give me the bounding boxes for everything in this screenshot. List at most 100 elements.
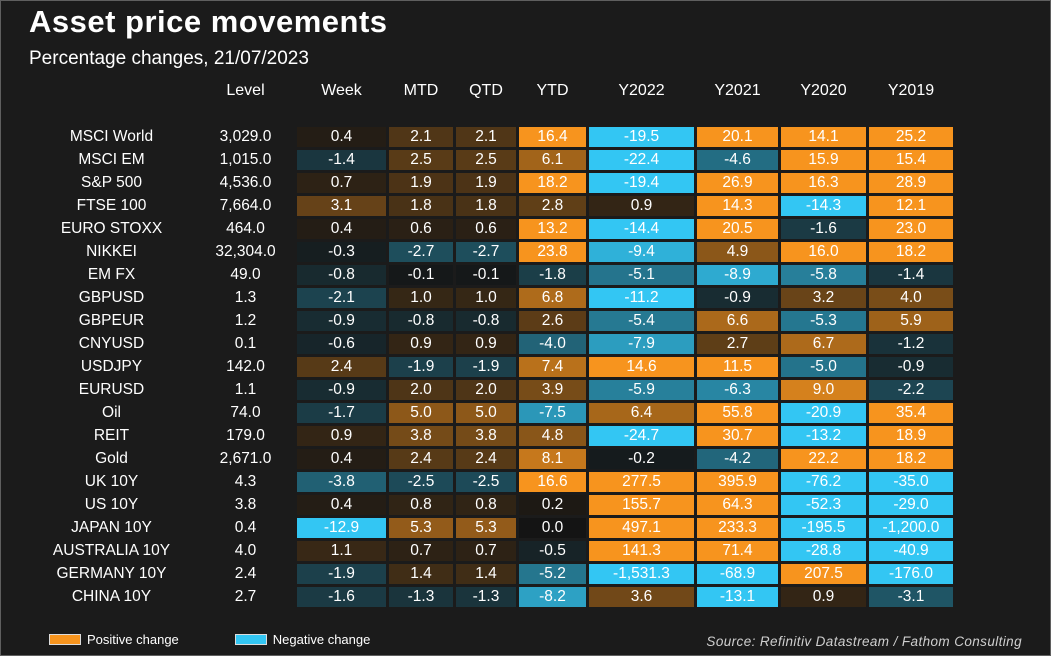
- row-label: CNYUSD: [78, 335, 145, 352]
- value-cell: -19.5: [589, 127, 694, 147]
- value-cell: 9.0: [781, 380, 866, 400]
- row-label: NIKKEI: [86, 243, 137, 260]
- value-cell: 6.6: [697, 311, 778, 331]
- value-cell: 35.4: [869, 403, 953, 423]
- negative-change-swatch: [234, 634, 267, 645]
- column-header-y2022: Y2022: [618, 82, 665, 99]
- value-cell: 4.8: [519, 426, 586, 446]
- level-cell: 1.2: [234, 312, 257, 329]
- value-cell: -6.3: [697, 380, 778, 400]
- value-cell: 3.2: [781, 288, 866, 308]
- value-cell: 7.4: [519, 357, 586, 377]
- value-cell: -52.3: [781, 495, 866, 515]
- value-cell: 277.5: [589, 472, 694, 492]
- column-header-mtd: MTD: [403, 82, 439, 99]
- value-cell: 4.9: [697, 242, 778, 262]
- level-cell: 464.0: [226, 220, 265, 237]
- value-cell: 22.2: [781, 449, 866, 469]
- value-cell: -20.9: [781, 403, 866, 423]
- value-cell: 0.7: [297, 173, 386, 193]
- value-cell: -76.2: [781, 472, 866, 492]
- value-cell: -1.3: [456, 587, 516, 607]
- value-cell: 15.9: [781, 150, 866, 170]
- level-cell: 1.3: [234, 289, 257, 306]
- column-header-y2021: Y2021: [714, 82, 761, 99]
- value-cell: -2.7: [389, 242, 453, 262]
- level-cell: 1.1: [234, 381, 257, 398]
- value-cell: 2.1: [456, 127, 516, 147]
- value-cell: 3.1: [297, 196, 386, 216]
- value-cell: -0.8: [389, 311, 453, 331]
- value-cell: -5.0: [781, 357, 866, 377]
- value-cell: -0.2: [589, 449, 694, 469]
- chart-subtitle: Percentage changes, 21/07/2023: [29, 48, 309, 69]
- value-cell: 64.3: [697, 495, 778, 515]
- value-cell: -9.4: [589, 242, 694, 262]
- value-cell: 3.8: [456, 426, 516, 446]
- column-header-y2019: Y2019: [887, 82, 935, 99]
- value-cell: -12.9: [297, 518, 386, 538]
- value-cell: 2.0: [389, 380, 453, 400]
- value-cell: 18.9: [869, 426, 953, 446]
- value-cell: -0.1: [389, 265, 453, 285]
- value-cell: 0.8: [456, 495, 516, 515]
- value-cell: -0.9: [297, 380, 386, 400]
- level-cell: 74.0: [230, 404, 261, 421]
- row-label: EM FX: [87, 266, 136, 283]
- value-cell: 11.5: [697, 357, 778, 377]
- value-cell: -14.4: [589, 219, 694, 239]
- value-cell: 15.4: [869, 150, 953, 170]
- value-cell: 6.4: [589, 403, 694, 423]
- level-cell: 32,304.0: [215, 243, 276, 260]
- row-label: MSCI EM: [78, 151, 145, 168]
- value-cell: -1.7: [297, 403, 386, 423]
- value-cell: -2.5: [456, 472, 516, 492]
- column-header-qtd: QTD: [469, 82, 503, 99]
- value-cell: 3.8: [389, 426, 453, 446]
- value-cell: 5.3: [456, 518, 516, 538]
- value-cell: 2.6: [519, 311, 586, 331]
- value-cell: 1.0: [389, 288, 453, 308]
- value-cell: -0.5: [519, 541, 586, 561]
- value-cell: 0.6: [456, 219, 516, 239]
- value-cell: 16.3: [781, 173, 866, 193]
- value-cell: -0.9: [697, 288, 778, 308]
- value-cell: 23.0: [869, 219, 953, 239]
- value-cell: -68.9: [697, 564, 778, 584]
- value-cell: -2.5: [389, 472, 453, 492]
- row-label: S&P 500: [81, 174, 142, 191]
- value-cell: -4.6: [697, 150, 778, 170]
- value-cell: -1.6: [297, 587, 386, 607]
- value-cell: -7.9: [589, 334, 694, 354]
- level-cell: 1,015.0: [219, 151, 272, 168]
- value-cell: -24.7: [589, 426, 694, 446]
- level-cell: 4.3: [234, 473, 257, 490]
- value-cell: 26.9: [697, 173, 778, 193]
- value-cell: -5.8: [781, 265, 866, 285]
- value-cell: 2.5: [389, 150, 453, 170]
- value-cell: -5.3: [781, 311, 866, 331]
- level-cell: 4,536.0: [219, 174, 272, 191]
- source-text: Source: Refinitiv Datastream / Fathom Co…: [706, 634, 1022, 649]
- row-label: Oil: [102, 404, 121, 421]
- value-cell: -35.0: [869, 472, 953, 492]
- value-cell: -1.2: [869, 334, 953, 354]
- value-cell: -195.5: [781, 518, 866, 538]
- value-cell: 207.5: [781, 564, 866, 584]
- value-cell: 2.8: [519, 196, 586, 216]
- level-cell: 0.1: [234, 335, 257, 352]
- value-cell: -5.2: [519, 564, 586, 584]
- value-cell: 0.6: [389, 219, 453, 239]
- value-cell: -5.4: [589, 311, 694, 331]
- value-cell: 1.0: [456, 288, 516, 308]
- value-cell: 0.7: [389, 541, 453, 561]
- value-cell: 2.4: [456, 449, 516, 469]
- row-label: USDJPY: [80, 358, 143, 375]
- value-cell: 395.9: [697, 472, 778, 492]
- value-cell: 18.2: [869, 449, 953, 469]
- column-header-week: Week: [321, 82, 362, 99]
- value-cell: 8.1: [519, 449, 586, 469]
- row-label: FTSE 100: [76, 197, 147, 214]
- value-cell: -0.1: [456, 265, 516, 285]
